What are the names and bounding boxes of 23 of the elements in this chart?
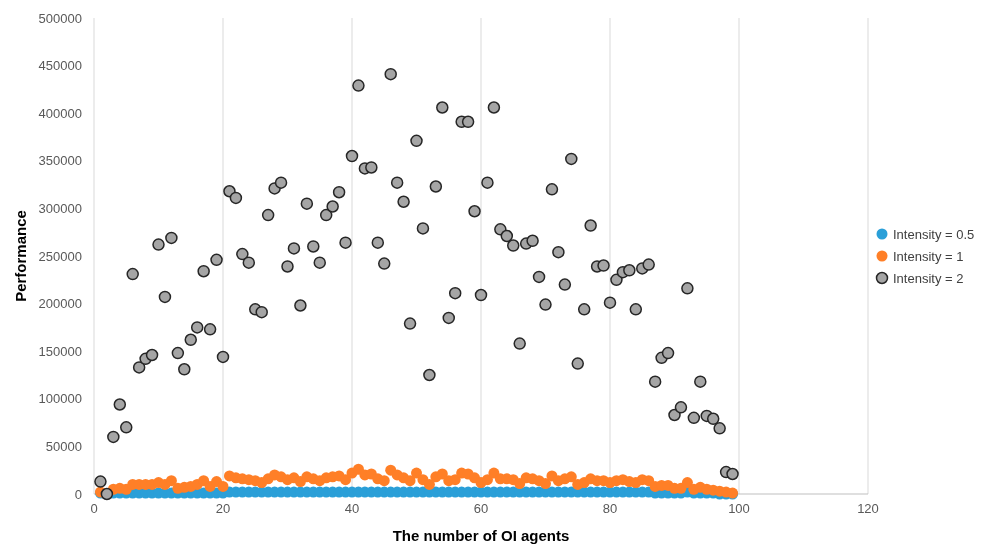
x-tick-label: 120 bbox=[857, 501, 879, 516]
y-tick-label: 100000 bbox=[38, 391, 82, 407]
x-axis-title: The number of OI agents bbox=[392, 527, 570, 544]
x-tick-label: 60 bbox=[473, 501, 489, 516]
y-axis-title: Performance bbox=[12, 210, 29, 302]
y-tick-label: 350000 bbox=[38, 153, 82, 169]
y-tick-label: 500000 bbox=[38, 10, 82, 26]
y-tick-label: 250000 bbox=[38, 248, 82, 264]
y-tick-label: 450000 bbox=[38, 58, 82, 74]
legend-label: Intensity = 0.5 bbox=[893, 226, 975, 242]
y-tick-label: 0 bbox=[74, 486, 82, 502]
y-tick-label: 400000 bbox=[38, 105, 82, 121]
x-tick-label: 20 bbox=[215, 501, 231, 516]
y-tick-label: 200000 bbox=[38, 296, 82, 312]
legend-label: Intensity = 1 bbox=[893, 248, 964, 264]
x-tick-label: 80 bbox=[602, 501, 618, 516]
x-tick-label: 100 bbox=[728, 501, 750, 516]
y-tick-label: 50000 bbox=[45, 438, 82, 454]
x-tick-label: 40 bbox=[344, 501, 360, 516]
y-tick-label: 150000 bbox=[38, 343, 82, 359]
legend-label: Intensity = 2 bbox=[893, 270, 964, 286]
x-tick-label: 0 bbox=[90, 501, 98, 516]
y-tick-label: 300000 bbox=[38, 200, 82, 216]
